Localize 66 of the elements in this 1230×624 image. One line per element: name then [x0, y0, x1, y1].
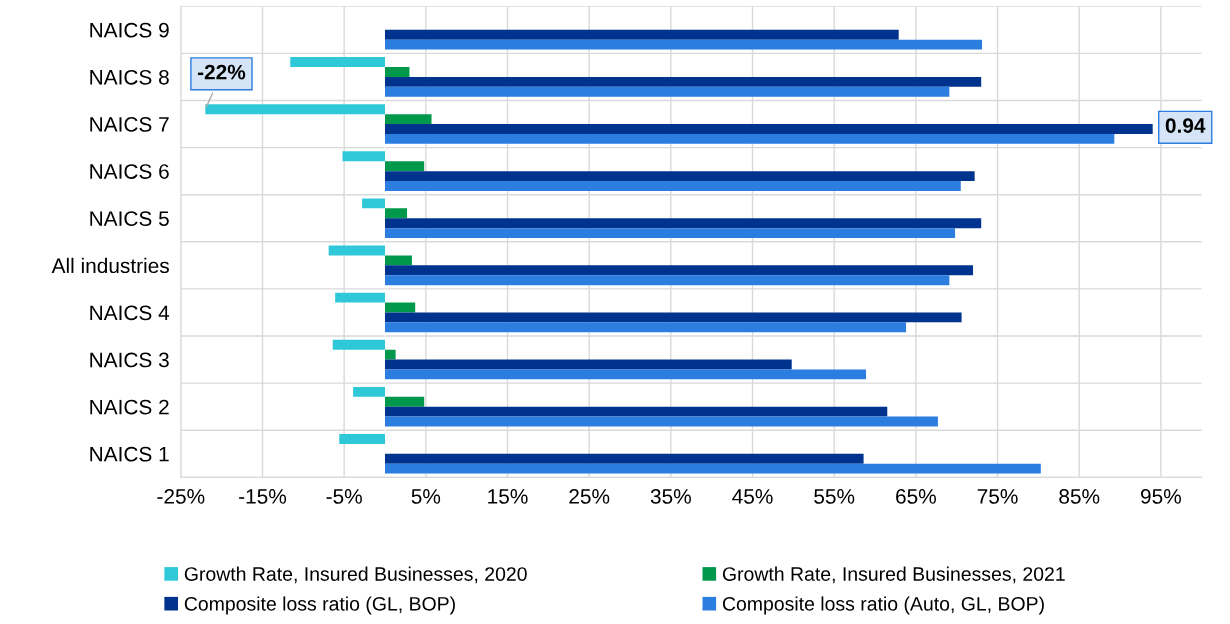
data-label: -22% — [197, 64, 246, 80]
y-tick-label: NAICS 7 — [90, 117, 169, 132]
bar — [205, 104, 385, 115]
y-tick-label: NAICS 1 — [90, 446, 169, 462]
x-tick-label: 15% — [488, 489, 528, 504]
x-tick-label: 25% — [569, 489, 610, 504]
bar — [384, 171, 975, 182]
bar — [342, 151, 385, 162]
x-tick-label: 55% — [814, 489, 855, 504]
legend-label: Growth Rate, Insured Businesses, 2021 — [722, 566, 1065, 584]
bar — [384, 453, 864, 464]
bar — [384, 359, 792, 370]
annotation: 0.94 — [1165, 118, 1206, 133]
bar — [384, 161, 425, 172]
bar — [384, 463, 1041, 474]
bar — [290, 57, 385, 68]
bar — [384, 86, 950, 97]
y-tick-label: NAICS 4 — [90, 305, 170, 321]
y-tick-label: NAICS 3 — [90, 352, 169, 368]
bar — [384, 312, 962, 323]
bar — [384, 228, 956, 239]
x-tick-label: 95% — [1141, 489, 1181, 504]
bar — [384, 406, 888, 417]
legend-label: Composite loss ratio (GL, BOP) — [184, 596, 455, 615]
bar — [362, 198, 385, 209]
bar — [328, 245, 385, 256]
bar — [384, 302, 416, 313]
y-tick-label: NAICS 6 — [90, 164, 169, 179]
bar — [384, 218, 982, 229]
bar — [353, 386, 385, 397]
x-tick-label: 65% — [896, 489, 936, 504]
bar — [339, 434, 385, 444]
x-tick-label: -5% — [326, 489, 362, 504]
x-tick-label: 85% — [1059, 489, 1100, 504]
bar — [384, 265, 974, 276]
bar — [384, 76, 982, 87]
bar — [384, 255, 412, 266]
bar — [384, 396, 425, 407]
x-tick-label: -15% — [239, 489, 287, 504]
bar — [384, 208, 408, 219]
bar — [384, 275, 950, 286]
y-tick-label: NAICS 8 — [90, 69, 169, 85]
bar — [384, 67, 410, 77]
legend-label: Growth Rate, Insured Businesses, 2020 — [184, 566, 527, 584]
x-tick-label: 35% — [650, 489, 691, 504]
bar — [384, 29, 899, 40]
y-tick-label: NAICS 2 — [90, 399, 169, 415]
x-tick-label: -25% — [157, 489, 205, 504]
y-tick-label: NAICS 9 — [90, 22, 169, 38]
bar — [335, 292, 385, 303]
y-tick-label: NAICS 5 — [90, 211, 169, 226]
legend-label: Composite loss ratio (Auto, GL, BOP) — [722, 596, 1044, 615]
y-tick-label: All industries — [51, 257, 169, 274]
bar — [384, 124, 1153, 134]
bar — [384, 39, 983, 50]
bar — [332, 339, 385, 350]
bar — [384, 181, 961, 191]
bar — [384, 369, 867, 380]
x-tick-label: 75% — [977, 489, 1018, 504]
bar — [384, 114, 432, 125]
bar — [384, 322, 907, 333]
x-tick-label: 45% — [732, 489, 773, 504]
x-tick-label: 5% — [411, 489, 441, 504]
bar — [384, 133, 1115, 144]
bar — [384, 416, 938, 427]
bar — [384, 349, 396, 360]
